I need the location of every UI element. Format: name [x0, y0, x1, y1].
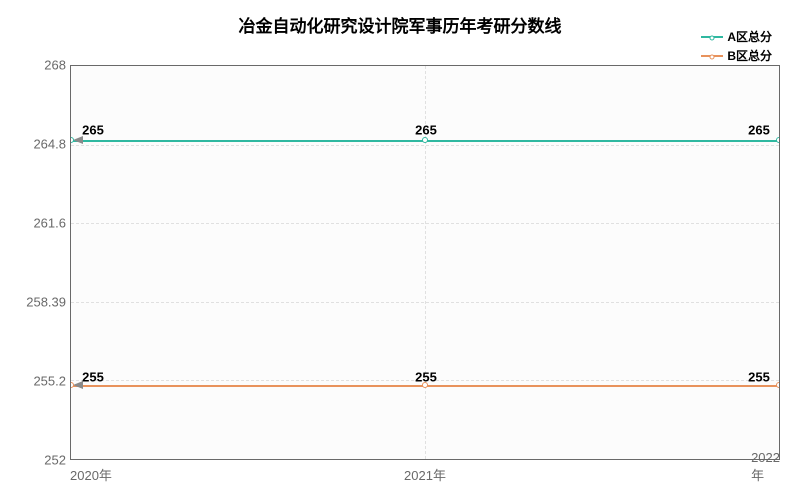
y-axis-label: 252 [6, 453, 66, 468]
y-axis-label: 255.2 [6, 374, 66, 389]
y-axis-label: 258.39 [6, 295, 66, 310]
data-point [776, 382, 780, 388]
plot-area: 265 265 265 255 255 255 [70, 65, 780, 460]
legend-swatch [701, 36, 723, 38]
data-point [422, 137, 428, 143]
line-chart: 冶金自动化研究设计院军事历年考研分数线 A区总分 B区总分 2652652652… [0, 0, 800, 500]
x-axis-label: 2020年 [70, 465, 112, 484]
data-label: 265 [82, 123, 104, 138]
legend-label: B区总分 [727, 47, 772, 64]
legend-swatch [701, 55, 723, 57]
data-point [776, 137, 780, 143]
data-label: 255 [415, 369, 437, 384]
legend-item: A区总分 [701, 28, 772, 45]
legend: A区总分 B区总分 [701, 28, 772, 66]
x-axis-label: 2021年 [404, 465, 446, 484]
data-label: 265 [748, 123, 770, 138]
y-axis-label: 261.6 [6, 216, 66, 231]
data-label: 255 [82, 369, 104, 384]
data-label: 265 [415, 123, 437, 138]
chart-title: 冶金自动化研究设计院军事历年考研分数线 [239, 12, 562, 37]
x-axis-label: 2022年 [751, 450, 780, 484]
data-label: 255 [748, 369, 770, 384]
legend-label: A区总分 [727, 28, 772, 45]
y-axis-label: 268 [6, 58, 66, 73]
legend-item: B区总分 [701, 47, 772, 64]
y-axis-label: 264.8 [6, 137, 66, 152]
